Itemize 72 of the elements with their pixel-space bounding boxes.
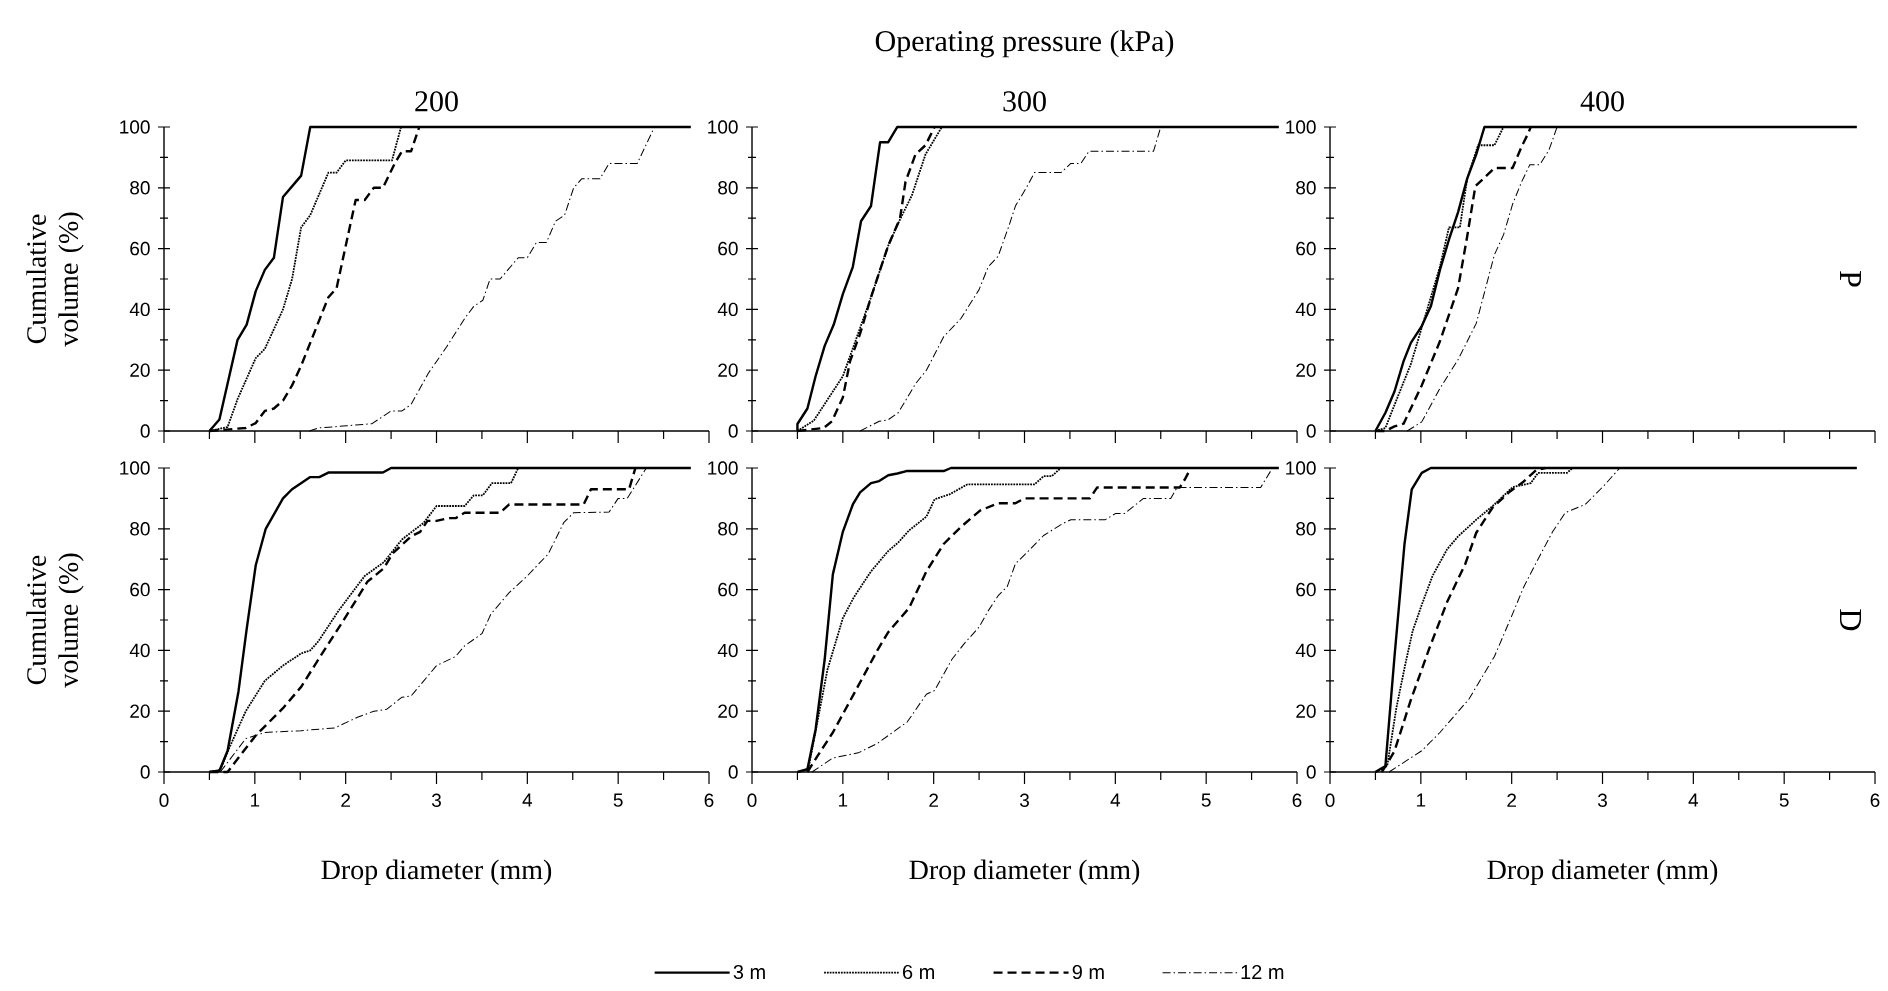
y-tick-label: 0 <box>1306 765 1316 779</box>
y-tick-label: 0 <box>728 424 738 438</box>
y-tick-label: 20 <box>718 704 738 718</box>
x-tick-label: 4 <box>1110 793 1121 807</box>
legend-label: 9 m <box>1072 964 1104 980</box>
y-tick-label: 0 <box>728 765 738 779</box>
y-tick-label: 80 <box>130 181 150 195</box>
y-tick-label: 20 <box>130 363 150 377</box>
y-tick-label: 80 <box>718 181 738 195</box>
chart-subtitle: 400 <box>1580 91 1624 112</box>
annotation: D <box>1839 609 1861 631</box>
annotation: P <box>1840 271 1861 287</box>
y-tick-label: 20 <box>130 704 150 718</box>
y-tick-label: 60 <box>1296 241 1316 256</box>
y-axis-title: Cumulative volume (%) <box>26 212 84 347</box>
y-tick-label: 80 <box>1296 522 1316 536</box>
y-tick-label: 80 <box>130 522 150 536</box>
x-axis-title: Drop diameter (mm) <box>1487 859 1718 886</box>
x-tick-label: 3 <box>1019 793 1029 807</box>
chart-subtitle: 200 <box>415 91 458 112</box>
chart-subtitle: 300 <box>1003 91 1046 112</box>
x-tick-label: 2 <box>341 793 350 807</box>
x-tick-label: 6 <box>704 793 714 807</box>
x-tick-label: 6 <box>1870 793 1880 807</box>
x-tick-label: 4 <box>522 793 533 807</box>
y-tick-label: 20 <box>718 363 738 377</box>
y-tick-label: 60 <box>718 241 738 256</box>
x-tick-label: 1 <box>1417 793 1426 807</box>
y-tick-label: 40 <box>717 643 738 658</box>
y-tick-label: 40 <box>1295 302 1316 317</box>
y-tick-label: 100 <box>1286 461 1316 475</box>
y-tick-label: 60 <box>1296 582 1316 597</box>
x-tick-label: 2 <box>929 793 938 807</box>
x-tick-label: 1 <box>839 793 848 807</box>
y-tick-label: 100 <box>120 461 150 475</box>
y-tick-label: 100 <box>120 120 150 134</box>
x-tick-label: 6 <box>1292 793 1302 807</box>
y-tick-label: 0 <box>140 424 150 438</box>
x-axis-title: Drop diameter (mm) <box>909 859 1140 886</box>
x-tick-label: 4 <box>1688 793 1699 807</box>
x-tick-label: 5 <box>1779 793 1789 807</box>
chart-title: Operating pressure (kPa) <box>875 30 1174 58</box>
y-tick-label: 100 <box>708 461 738 475</box>
legend-label: 3 m <box>733 964 765 980</box>
y-tick-label: 40 <box>129 302 150 317</box>
x-tick-label: 2 <box>1507 793 1517 807</box>
x-tick-label: 0 <box>1325 793 1335 807</box>
x-tick-label: 0 <box>159 793 169 807</box>
y-tick-label: 40 <box>1295 643 1316 658</box>
y-tick-label: 0 <box>140 765 150 779</box>
y-tick-label: 40 <box>129 643 150 658</box>
y-tick-label: 0 <box>1306 424 1316 438</box>
y-tick-label: 100 <box>708 120 738 134</box>
y-tick-label: 100 <box>1286 120 1316 134</box>
x-tick-label: 5 <box>613 793 623 807</box>
y-axis-title: Cumulative volume (%) <box>26 553 84 688</box>
y-tick-label: 60 <box>130 241 150 256</box>
y-tick-label: 80 <box>718 522 738 536</box>
y-tick-label: 20 <box>1296 704 1316 718</box>
x-axis-title: Drop diameter (mm) <box>321 859 552 886</box>
x-tick-label: 0 <box>747 793 757 807</box>
x-tick-label: 3 <box>1597 793 1607 807</box>
legend-label: 6 m <box>903 964 934 980</box>
y-tick-label: 80 <box>1296 181 1316 195</box>
legend-label: 12 m <box>1241 964 1284 979</box>
y-tick-label: 60 <box>718 582 738 597</box>
x-tick-label: 3 <box>431 793 441 807</box>
y-tick-label: 60 <box>130 582 150 597</box>
y-tick-label: 20 <box>1296 363 1316 377</box>
x-tick-label: 5 <box>1201 793 1211 807</box>
y-tick-label: 40 <box>717 302 738 317</box>
x-tick-label: 1 <box>250 793 260 807</box>
